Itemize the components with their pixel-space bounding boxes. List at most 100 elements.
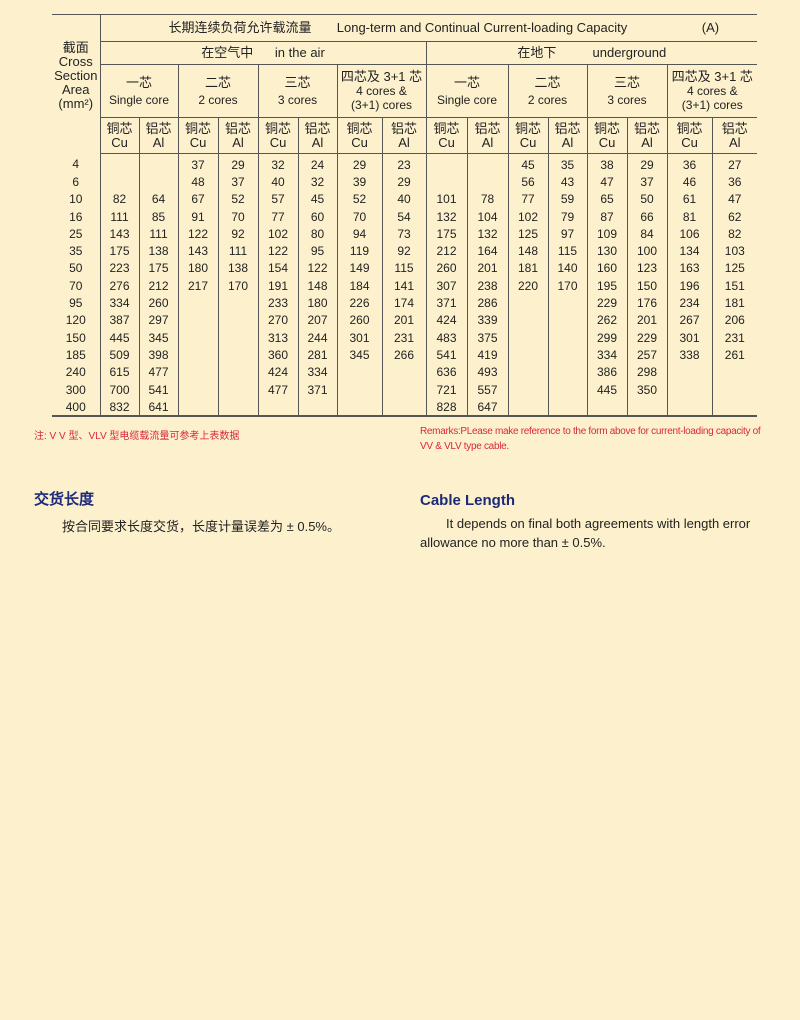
capacity-cell: 477 [257, 380, 298, 399]
note-en: Remarks:PLease make reference to the for… [420, 426, 761, 452]
capacity-cell [547, 311, 587, 329]
capacity-cell: 163 [666, 259, 712, 278]
capacity-cell: 56 [507, 173, 548, 191]
capacity-cell: 132 [425, 207, 467, 226]
capacity-cell: 65 [586, 190, 627, 208]
capacity-cell: 151 [711, 277, 758, 295]
capacity-cell [177, 328, 218, 347]
cu-en: Cu [111, 134, 128, 150]
capacity-cell: 184 [336, 277, 382, 295]
capacity-cell [336, 363, 382, 381]
capacity-cell [217, 346, 258, 364]
capacity-cell [217, 311, 258, 329]
capacity-cell: 386 [586, 363, 627, 381]
core-zh: 四芯及 3+1 芯 [340, 69, 423, 84]
capacity-cell: 299 [586, 328, 627, 347]
capacity-cell: 77 [257, 207, 298, 226]
section-cell: 35 [69, 244, 83, 259]
al-en: Al [561, 134, 574, 150]
capacity-cell: 23 [381, 153, 426, 174]
capacity-cell: 45 [507, 153, 548, 174]
capacity-cell: 195 [586, 277, 627, 295]
cable-length-title-zh: 交货长度 [34, 491, 95, 508]
capacity-cell: 138 [217, 259, 258, 278]
capacity-cell: 206 [711, 311, 758, 329]
group-air: 在空气中 in the air [99, 41, 426, 65]
capacity-cell [466, 153, 508, 174]
capacity-cell [257, 398, 298, 418]
capacity-cell: 115 [381, 259, 426, 278]
capacity-cell [217, 294, 258, 312]
capacity-cell [138, 173, 178, 191]
cu-header: 铜芯 Cu [99, 117, 139, 154]
cu-header: 铜芯 Cu [425, 117, 467, 154]
al-header: 铝芯 Al [626, 117, 667, 154]
capacity-cell: 334 [586, 346, 627, 364]
cu-en: Cu [519, 134, 537, 150]
capacity-cell: 345 [138, 328, 178, 347]
capacity-cell: 141 [381, 277, 426, 295]
capacity-cell: 387 [99, 311, 139, 329]
capacity-cell: 231 [711, 328, 758, 347]
capacity-cell [507, 398, 548, 418]
capacity-cell [177, 398, 218, 418]
table-row: 4 37 29 32 24 29 23 45 35 38 29 36 27 [52, 153, 758, 174]
capacity-cell [217, 363, 258, 381]
core-header: 一芯 Single core [99, 64, 178, 118]
capacity-cell: 424 [425, 311, 467, 329]
capacity-cell: 79 [547, 207, 587, 226]
capacity-cell: 70 [217, 207, 258, 226]
capacity-cell: 175 [138, 259, 178, 278]
section-l3: Area [62, 82, 90, 97]
capacity-cell: 148 [297, 277, 337, 295]
capacity-cell: 257 [626, 346, 667, 364]
capacity-cell [217, 398, 258, 418]
cable-length-body-zh: 按合同要求长度交货，长度计量误差为 ± 0.5%。 [62, 519, 340, 534]
capacity-cell: 109 [586, 225, 627, 243]
table-row: 95 334 260 233 180 226 174 371 286 229 176 234 181 [52, 294, 758, 312]
core-zh: 一芯 [125, 74, 152, 90]
al-zh: 铝芯 [554, 120, 581, 136]
core-zh: 三芯 [613, 74, 640, 90]
capacity-cell: 398 [138, 346, 178, 364]
capacity-cell: 180 [297, 294, 337, 312]
capacity-cell: 244 [297, 328, 337, 347]
capacity-cell: 27 [711, 153, 758, 174]
capacity-cell: 334 [297, 363, 337, 381]
core-zh: 一芯 [453, 74, 480, 90]
capacity-cell: 164 [466, 242, 508, 260]
table-row: 70 276 212 217 170 191 148 184 141 307 238 220 170 19… [52, 277, 758, 295]
capacity-cell: 82 [711, 225, 758, 243]
capacity-cell [381, 363, 426, 381]
al-en: Al [398, 134, 410, 150]
capacity-cell: 345 [336, 346, 382, 364]
unit: (A) [701, 20, 720, 35]
capacity-cell: 122 [257, 242, 298, 260]
capacity-cell: 46 [666, 173, 712, 191]
capacity-cell: 122 [177, 225, 218, 243]
capacity-cell: 424 [257, 363, 298, 381]
capacity-cell: 81 [666, 207, 712, 226]
capacity-cell: 47 [711, 190, 758, 208]
capacity-cell: 52 [217, 190, 258, 208]
capacity-cell: 176 [626, 294, 667, 312]
capacity-cell [177, 311, 218, 329]
capacity-cell: 95 [297, 242, 337, 260]
capacity-cell [177, 294, 218, 312]
al-en: Al [729, 134, 741, 150]
section-cell: 300 [65, 382, 86, 397]
capacity-cell: 115 [547, 242, 587, 260]
capacity-cell: 207 [297, 311, 337, 329]
al-en: Al [481, 134, 494, 150]
section-cell: 25 [69, 226, 83, 241]
capacity-cell: 419 [466, 346, 508, 364]
capacity-cell: 132 [466, 225, 508, 243]
capacity-cell: 832 [99, 398, 139, 418]
capacity-cell: 66 [626, 207, 667, 226]
capacity-cell [507, 294, 548, 312]
capacity-cell: 45 [297, 190, 337, 208]
capacity-cell: 119 [336, 242, 382, 260]
capacity-cell: 138 [138, 242, 178, 260]
capacity-cell: 301 [336, 328, 382, 347]
cu-header: 铜芯 Cu [257, 117, 298, 154]
